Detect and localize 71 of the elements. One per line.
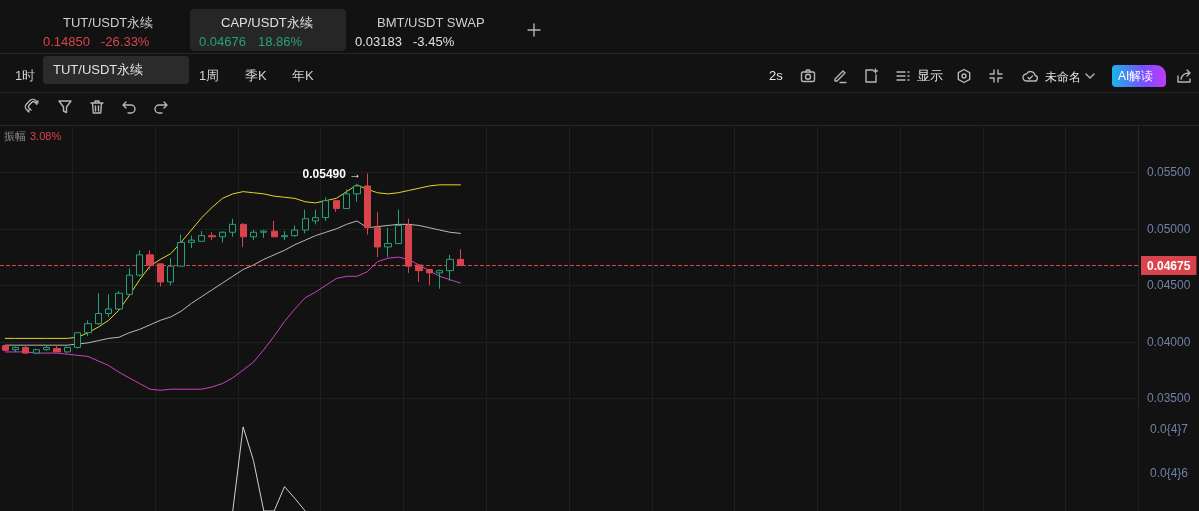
candlestick [271,220,278,238]
candlestick [446,254,454,282]
candlestick [219,230,226,243]
candlestick [384,227,392,258]
candlestick [364,173,371,236]
y-tick-label: 0.05000 [1147,221,1191,236]
annotation: 3.08% [30,129,62,144]
y-tick-label: 0.04000 [1147,334,1191,349]
candlestick [436,269,443,290]
candlestick [12,345,19,353]
candlestick [426,269,433,286]
y-tick-label: 0.04500 [1147,278,1191,293]
text: 年K [292,68,314,84]
candlestick [260,229,267,239]
text: CAP/USDT永续 [221,15,313,31]
text: 0.04676 [199,34,246,50]
annotation: 0.05490 → [302,166,362,181]
candlestick [374,211,381,258]
candlestick [353,183,361,203]
text: 0.0{4}6 [1150,465,1189,481]
candlestick [74,332,81,350]
candlestick [281,230,288,241]
candlestick [208,231,216,241]
candlestick [291,224,298,238]
candlestick [43,344,50,352]
candlestick [229,218,236,238]
line-series [4,184,461,339]
candlestick [343,188,350,210]
candlestick [22,345,29,355]
candlestick [177,234,185,267]
line-series [4,256,461,391]
candlestick [167,257,174,286]
candlestick [95,292,102,326]
text: 18.86% [258,34,303,50]
y-tick-label: 0.05500 [1147,165,1191,180]
candlestick [126,267,133,295]
text: 0.0{4}7 [1150,421,1189,437]
candlestick [84,319,92,337]
text: 0.14850 [43,34,90,50]
candlestick [312,209,319,225]
candlestick [136,249,143,277]
candlestick [250,229,257,241]
text: BMT/USDT SWAP [377,15,485,31]
candlestick [333,200,340,213]
text: 2s [769,68,783,84]
text: 0.03183 [355,34,402,50]
candlestick [395,209,402,245]
candlestick [115,290,123,311]
candlestick [322,196,329,222]
text: 1周 [199,68,220,84]
text: 未命名 [1045,69,1081,85]
candlestick [33,348,40,355]
candlestick [302,209,309,234]
text: -26.33% [101,34,150,50]
text: -3.45% [413,34,455,50]
text: 显示 [917,68,943,84]
candlestick [105,293,112,318]
annotation: 振幅 [4,129,26,144]
candlestick [64,345,71,354]
text: TUT/USDT永续 [53,62,144,78]
y-tick-label: 0.03500 [1147,391,1191,406]
text: 1时 [15,68,36,84]
text: TUT/USDT永续 [63,15,154,31]
candlestick [240,222,247,248]
candlestick [2,344,9,352]
candlestick [188,235,195,249]
candlestick [198,230,205,242]
text: AI解读 [1118,68,1154,84]
candlestick [53,344,61,353]
ref-line-label: 0.04675 [1147,258,1191,273]
text: 季K [245,68,267,84]
